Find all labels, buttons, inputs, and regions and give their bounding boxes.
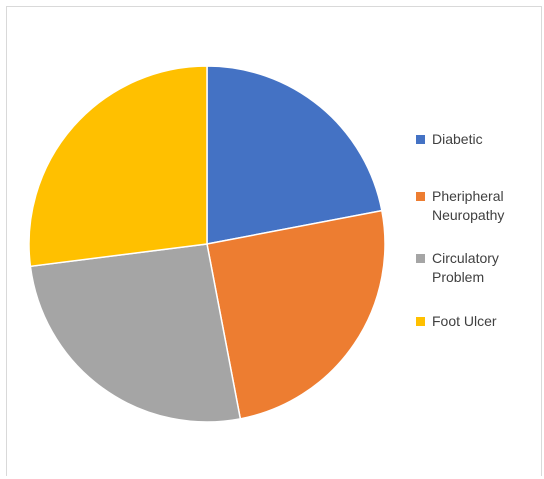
legend-label-foot-ulcer: Foot Ulcer xyxy=(432,313,497,329)
legend-label-pheripheral-neuropathy: Pheripheral Neuropathy xyxy=(432,188,505,223)
pie-slice-foot-ulcer xyxy=(28,65,208,268)
pie-slices xyxy=(28,65,386,423)
pie-slice-pheripheral-neuropathy xyxy=(206,209,386,420)
legend-item-diabetic: Diabetic xyxy=(416,130,483,149)
legend-swatch-circulatory-problem xyxy=(416,254,425,263)
legend-label-diabetic: Diabetic xyxy=(432,131,483,147)
pie-slice-diabetic xyxy=(206,65,383,245)
legend-item-circulatory-problem: Circulatory Problem xyxy=(416,249,499,287)
legend-swatch-foot-ulcer xyxy=(416,317,425,326)
legend-swatch-pheripheral-neuropathy xyxy=(416,192,425,201)
legend-item-foot-ulcer: Foot Ulcer xyxy=(416,312,497,331)
legend-item-pheripheral-neuropathy: Pheripheral Neuropathy xyxy=(416,187,504,225)
legend-label-circulatory-problem: Circulatory Problem xyxy=(432,250,499,285)
pie-slice-circulatory-problem xyxy=(29,243,242,423)
legend-swatch-diabetic xyxy=(416,135,425,144)
